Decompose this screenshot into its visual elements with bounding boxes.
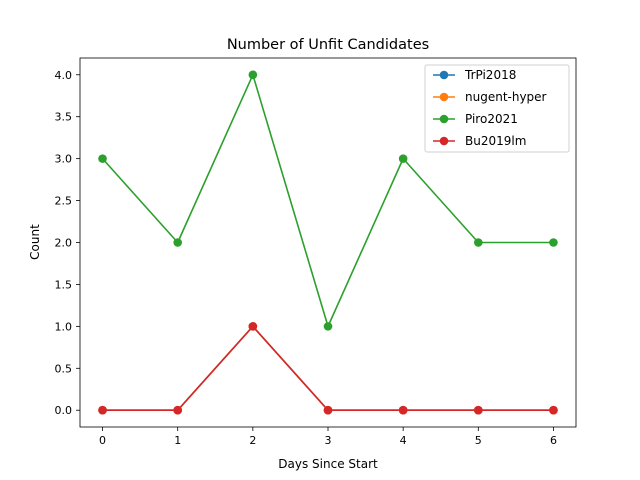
x-tick-label-4: 4 [400,434,407,447]
axes: 0 1 2 3 4 5 6 0.0 0.5 1.0 1.5 2.0 2.5 3.0 3.5 4.0 [55,57,577,447]
y-tick-label-1: 0.5 [55,362,73,375]
x-tick-label-2: 2 [249,434,256,447]
legend-marker-0 [439,70,449,80]
y-tick-label-2: 1.0 [55,320,73,333]
data-point-3-5 [474,405,483,415]
data-point-2-2 [248,70,258,80]
data-point-3-6 [549,405,558,415]
plot-area [98,70,558,415]
legend: TrPi2018 nugent-hyper Piro2021 Bu2019lm [424,64,570,153]
x-axis-label: Days Since Start [278,457,378,471]
x-tick-label-0: 0 [99,434,106,447]
y-tick-label-4: 2.0 [55,237,73,250]
legend-marker-1 [439,92,449,102]
legend-box [424,64,570,153]
y-axis-label: Count [28,224,42,260]
data-point-3-1 [173,405,182,415]
data-point-3-2 [248,322,258,331]
data-point-2-0 [98,154,107,163]
legend-label-0: TrPi2018 [464,68,516,82]
x-tick-label-6: 6 [550,434,557,447]
legend-marker-3 [439,136,449,146]
data-point-3-3 [323,405,333,415]
y-tick-label-6: 3.0 [55,153,73,166]
data-point-2-6 [549,238,558,247]
y-tick-label-5: 2.5 [55,195,73,208]
legend-label-2: Piro2021 [465,112,518,126]
data-point-2-5 [474,238,483,247]
y-tick-label-8: 4.0 [55,69,73,82]
data-point-2-1 [173,238,182,247]
data-point-3-4 [398,405,408,415]
data-point-2-4 [398,154,408,163]
x-tick-label-1: 1 [174,434,181,447]
legend-label-3: Bu2019lm [465,134,526,148]
x-tick-label-3: 3 [325,434,332,447]
legend-label-1: nugent-hyper [465,90,547,104]
legend-marker-2 [439,114,449,124]
data-point-3-0 [98,405,107,415]
y-tick-label-3: 1.5 [55,278,73,291]
chart-title: Number of Unfit Candidates [227,37,429,53]
x-tick-label-5: 5 [475,434,482,447]
y-tick-label-7: 3.5 [55,111,73,124]
data-point-2-3 [323,322,333,331]
y-tick-label-0: 0.0 [55,404,73,417]
